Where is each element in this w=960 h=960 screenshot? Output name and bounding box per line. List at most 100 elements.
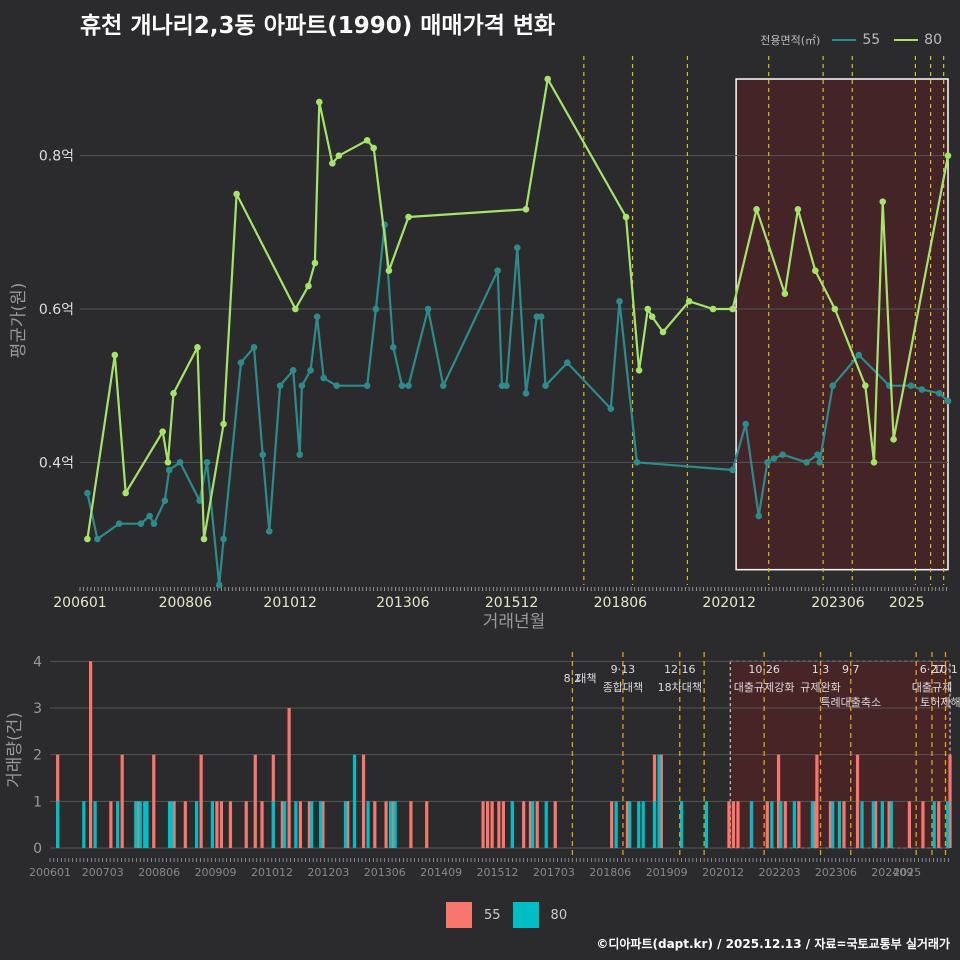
data-point-80 — [370, 144, 377, 152]
bar-x-tick-label: 201909 — [646, 866, 688, 879]
bar-80 — [294, 801, 298, 848]
legend-label-80: 80 — [924, 32, 942, 48]
data-point-80 — [164, 459, 172, 466]
x-tick-label: 201012 — [263, 595, 316, 611]
data-point-80 — [879, 198, 887, 205]
bar-x-tick-label: 201512 — [477, 866, 519, 879]
bar-x-tick-label: 2025 — [893, 866, 921, 879]
data-point-80 — [522, 206, 530, 213]
data-point-55 — [215, 581, 223, 589]
data-point-80 — [305, 282, 312, 290]
bar-55 — [736, 801, 740, 848]
data-point-55 — [298, 382, 306, 389]
data-point-55 — [935, 390, 943, 397]
bar-80 — [310, 801, 314, 848]
policy-date: 12·16 — [664, 663, 696, 676]
legend-box-55 — [446, 902, 472, 928]
data-point-80 — [233, 190, 240, 198]
data-point-80 — [111, 351, 119, 359]
bar-55 — [828, 801, 833, 848]
bar-55 — [783, 801, 787, 848]
data-point-55 — [424, 305, 432, 313]
legend-bottom-label-80: 80 — [550, 907, 568, 923]
data-point-80 — [544, 75, 552, 83]
data-point-55 — [196, 497, 203, 504]
policy-label: 특례대출축소 — [820, 696, 881, 709]
bar-55 — [172, 801, 176, 848]
bar-x-tick-label: 201806 — [589, 866, 631, 879]
bar-80 — [531, 801, 535, 848]
bar-y-tick-label: 1 — [33, 794, 42, 810]
data-point-80 — [622, 213, 630, 221]
data-point-80 — [635, 367, 643, 374]
source-footer: ©디아파트(dapt.kr) / 2025.12.13 / 자료=국토교통부 실… — [596, 937, 950, 951]
bar-80 — [628, 801, 632, 848]
data-point-55 — [398, 382, 406, 389]
bar-55 — [497, 801, 501, 848]
bar-80 — [880, 801, 884, 848]
bar-55 — [553, 801, 557, 848]
y-axis-label: 평균가(원) — [9, 283, 29, 359]
y-tick-label: 0.4억 — [39, 455, 74, 471]
bar-55 — [776, 754, 781, 848]
bar-55 — [535, 801, 539, 848]
bar-55 — [373, 801, 377, 848]
data-point-55 — [237, 359, 245, 366]
bar-55 — [522, 801, 526, 848]
bar-55 — [253, 754, 257, 848]
policy-label: 토허제해제 — [920, 695, 960, 709]
data-point-55 — [161, 497, 169, 504]
policy-date: 1·3 — [812, 663, 830, 676]
bar-80 — [282, 801, 287, 848]
bar-x-tick-label: 202012 — [702, 866, 744, 879]
data-point-80 — [831, 305, 839, 313]
bar-55 — [361, 754, 366, 848]
bar-x-tick-label: 200806 — [138, 866, 180, 879]
x-tick-label: 202306 — [811, 595, 865, 611]
bar-80 — [352, 754, 357, 848]
bar-55 — [765, 801, 769, 848]
bar-55 — [199, 754, 203, 848]
bar-80 — [167, 801, 172, 848]
policy-label: 대책 — [576, 672, 596, 685]
bar-80 — [93, 801, 97, 848]
data-point-55 — [372, 305, 380, 313]
bar-55 — [425, 801, 429, 848]
policy-date: 9·13 — [611, 663, 636, 676]
bar-55 — [307, 801, 311, 848]
data-point-55 — [146, 512, 153, 520]
data-point-55 — [289, 367, 297, 374]
price-line-chart: 0.4억 0.6억 0.8억 200601 200806 201012 201306 2015… — [9, 56, 952, 632]
data-point-55 — [307, 367, 314, 374]
bar-80 — [871, 801, 875, 848]
data-point-80 — [311, 259, 319, 267]
data-point-55 — [855, 351, 863, 359]
bar-80 — [652, 801, 657, 848]
data-point-55 — [816, 459, 823, 466]
data-point-55 — [522, 390, 530, 397]
bar-55 — [490, 801, 494, 848]
data-point-55 — [313, 313, 321, 320]
data-point-55 — [333, 382, 341, 389]
data-point-55 — [542, 382, 549, 389]
data-point-80 — [200, 535, 208, 543]
bar-80 — [343, 801, 348, 848]
bar-55 — [260, 801, 264, 848]
bar-80 — [637, 801, 641, 848]
bar-80 — [319, 801, 323, 848]
bar-80 — [779, 801, 783, 848]
data-point-55 — [276, 382, 284, 389]
bar-55 — [727, 801, 731, 848]
bar-y-tick-label: 2 — [33, 748, 42, 764]
data-point-80 — [363, 137, 371, 144]
bar-x-tick-label: 202203 — [758, 866, 800, 879]
data-point-55 — [150, 520, 158, 527]
bar-55 — [610, 801, 614, 848]
bar-80 — [889, 801, 893, 848]
legend-bottom-label-55: 55 — [484, 907, 501, 923]
bar-55 — [136, 801, 140, 848]
data-point-55 — [405, 382, 412, 389]
bar-55 — [183, 801, 187, 848]
bar-55 — [346, 801, 350, 848]
data-point-80 — [405, 213, 412, 221]
